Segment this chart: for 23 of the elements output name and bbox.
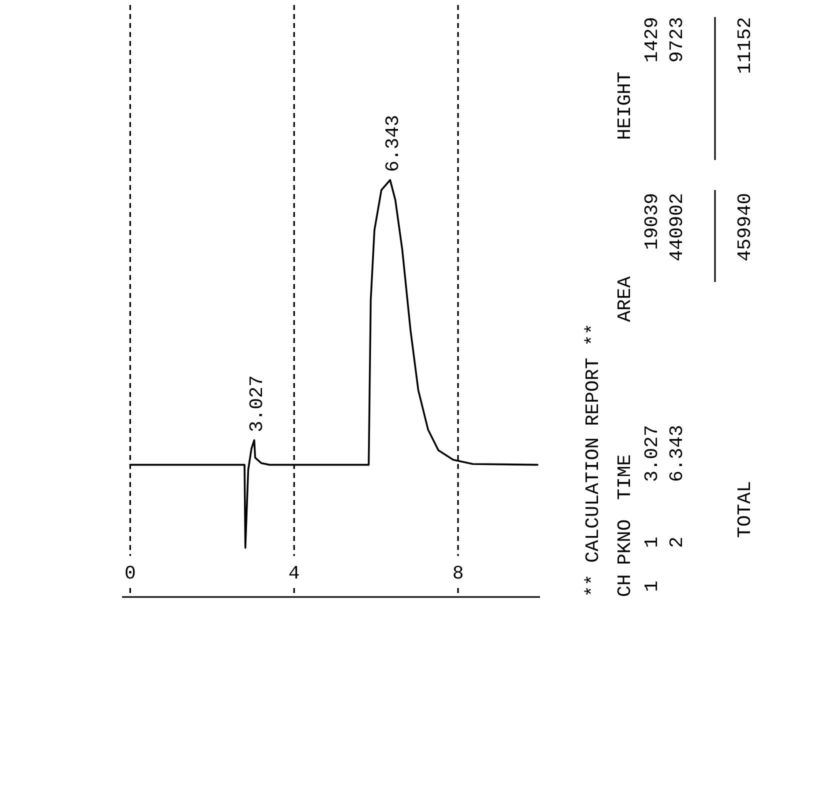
text: 2 [666, 536, 688, 548]
text: 1429 [641, 17, 663, 63]
text: TOTAL [734, 480, 756, 538]
text: 1 [641, 536, 663, 548]
text: 11152 [734, 17, 756, 74]
text: 19039 [641, 193, 663, 250]
x-tick-label: 0 [124, 562, 136, 585]
x-tick-label: 8 [452, 562, 464, 585]
text: AREA [614, 276, 636, 322]
text: 6.343 [666, 424, 688, 482]
text: 9723 [666, 17, 688, 63]
annotation: 6.343 [382, 114, 404, 172]
text: CH [614, 574, 636, 597]
text: 3.027 [641, 424, 663, 482]
text: HEIGHT [614, 72, 636, 140]
text: 440902 [666, 193, 688, 262]
text: TIME [614, 454, 636, 500]
text: 459940 [734, 193, 756, 262]
text: 1 [641, 580, 663, 592]
x-tick-label: 4 [288, 562, 300, 585]
text: ** CALCULATION REPORT ** [582, 323, 604, 597]
text: PKNO [614, 519, 636, 565]
annotation: 3.027 [246, 375, 268, 432]
